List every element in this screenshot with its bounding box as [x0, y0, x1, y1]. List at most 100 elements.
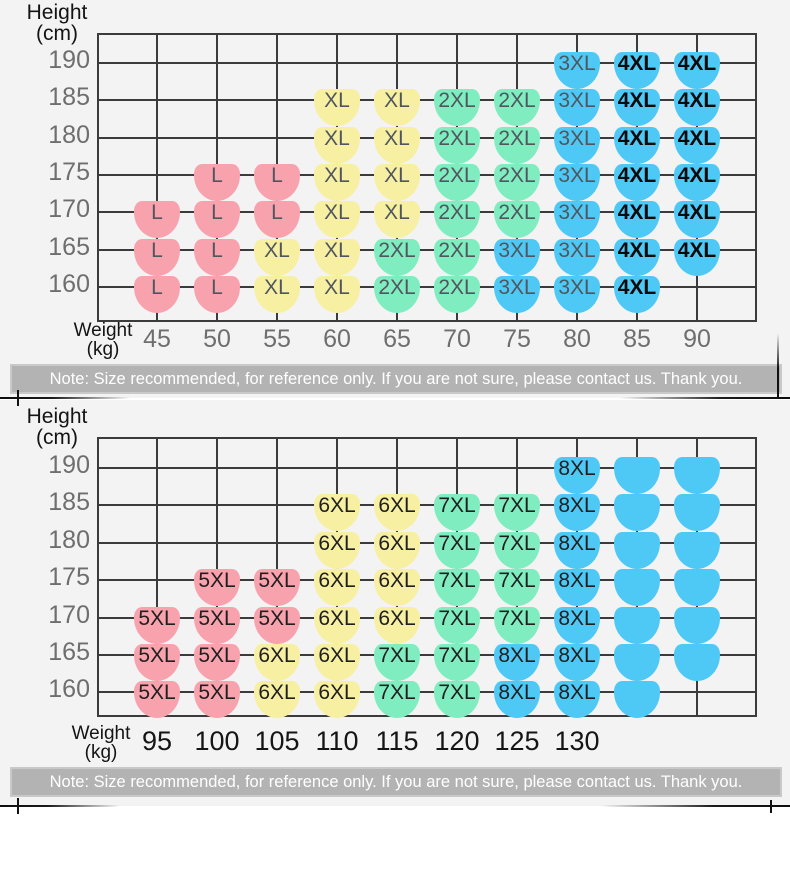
y-tick-label: 180	[48, 525, 90, 554]
x-tick-label: 105	[254, 726, 300, 756]
y-axis-title-line1: Height	[26, 405, 88, 428]
size-badge-6XL: 6XL	[314, 681, 360, 719]
size-badge-2XL: 2XL	[434, 126, 480, 164]
size-badge-8XL: 8XL	[554, 531, 600, 569]
size-badge-2XL: 2XL	[434, 163, 480, 201]
size-badge-5XL: 5XL	[254, 606, 300, 644]
size-badge-8XL: 8XL	[554, 569, 600, 607]
x-tick-label: 90	[683, 325, 711, 353]
x-axis-title: Weight (kg)	[62, 724, 140, 762]
size-badge-7XL: 7XL	[494, 531, 540, 569]
x-tick-label: 80	[563, 325, 591, 353]
size-badge-3XL: 3XL	[554, 275, 600, 313]
grid-line-horizontal	[99, 691, 755, 694]
grid-line-horizontal	[99, 99, 755, 102]
x-tick-label: 50	[203, 325, 231, 353]
x-axis-title-line2: (kg)	[84, 742, 118, 763]
size-badge-2XL: 2XL	[434, 275, 480, 313]
size-badge-4XL: 4XL	[614, 201, 660, 239]
size-badge-5XL: 5XL	[194, 606, 240, 644]
grid-line-horizontal	[99, 211, 755, 214]
size-badge-8XL: 8XL	[494, 681, 540, 719]
x-tick-label: 60	[323, 325, 351, 353]
size-badge-8XL: 8XL	[554, 494, 600, 532]
size-badge-2XL: 2XL	[494, 89, 540, 127]
size-badge-4XL: 4XL	[614, 52, 660, 89]
size-badge-2XL: 2XL	[494, 163, 540, 201]
size-badge-4XL: 4XL	[674, 163, 720, 201]
size-badge-XL: XL	[254, 238, 300, 276]
y-tick-label: 185	[48, 488, 90, 517]
x-tick-label: 70	[443, 325, 471, 353]
size-badge-8XL: 8XL	[554, 606, 600, 644]
x-axis-title-line2: (kg)	[86, 339, 120, 360]
size-badge-L: L	[194, 201, 240, 239]
y-tick-label: 175	[48, 157, 90, 186]
size-badge-XL: XL	[314, 126, 360, 164]
grid-line-horizontal	[99, 173, 755, 176]
photo-edge-mark	[770, 800, 772, 813]
size-badge-4XL: 4XL	[614, 238, 660, 276]
size-badge-blank	[614, 644, 660, 681]
size-badge-XL: XL	[374, 201, 420, 239]
y-tick-label: 165	[48, 638, 90, 666]
size-grid-top: 3XL 4XL 4XL XL XL 2XL 2XL 3XL 4XL 4XL XL XL 2XL 2XL 3X…	[97, 33, 757, 322]
size-badge-6XL: 6XL	[254, 681, 300, 719]
x-tick-label: 75	[503, 325, 531, 353]
size-badge-6XL: 6XL	[254, 644, 300, 681]
y-tick-label: 160	[48, 675, 90, 704]
size-badge-XL: XL	[314, 89, 360, 127]
size-badge-L: L	[134, 201, 180, 239]
size-badge-4XL: 4XL	[614, 163, 660, 201]
size-badge-7XL: 7XL	[434, 494, 480, 532]
grid-line-vertical	[156, 35, 158, 320]
size-badge-5XL: 5XL	[134, 681, 180, 719]
size-badge-7XL: 7XL	[494, 606, 540, 644]
size-badge-XL: XL	[314, 163, 360, 201]
grid-line-horizontal	[99, 541, 755, 544]
grid-line-horizontal	[99, 579, 755, 582]
grid-line-horizontal	[99, 248, 755, 251]
x-tick-label: 110	[315, 726, 359, 756]
size-badge-4XL: 4XL	[614, 126, 660, 164]
size-badge-blank	[614, 457, 660, 494]
size-badge-XL: XL	[374, 163, 420, 201]
size-badge-L: L	[254, 201, 300, 239]
grid-line-horizontal	[99, 136, 755, 139]
size-badge-2XL: 2XL	[374, 238, 420, 276]
note-banner: Note: Size recommended, for reference on…	[10, 364, 782, 394]
grid-line-horizontal	[99, 504, 755, 507]
size-badge-L: L	[134, 238, 180, 276]
y-tick-label: 190	[48, 46, 90, 74]
size-badge-6XL: 6XL	[314, 494, 360, 532]
x-tick-label: 45	[143, 325, 171, 353]
x-tick-label: 125	[494, 726, 540, 756]
grid-line-horizontal	[99, 616, 755, 619]
size-badge-6XL: 6XL	[314, 644, 360, 681]
x-tick-label: 95	[141, 726, 173, 756]
size-badge-2XL: 2XL	[374, 275, 420, 313]
x-tick-label: 100	[194, 726, 240, 756]
size-badge-blank	[614, 606, 660, 644]
note-banner: Note: Size recommended, for reference on…	[10, 767, 782, 797]
photo-edge-mark	[0, 805, 120, 807]
size-badge-7XL: 7XL	[434, 531, 480, 569]
y-axis-title-line2: (cm)	[36, 426, 78, 449]
size-badge-4XL: 4XL	[674, 126, 720, 164]
size-badge-L: L	[194, 163, 240, 201]
size-badge-7XL: 7XL	[494, 569, 540, 607]
size-badge-7XL: 7XL	[434, 681, 480, 719]
size-grid-bottom: 8XL 6XL 6XL 7XL 7XL 8XL 6XL 6XL 7XL 7XL 8XL 5XL 5XL 6…	[97, 437, 757, 719]
size-badge-5XL: 5XL	[134, 606, 180, 644]
size-badge-6XL: 6XL	[314, 531, 360, 569]
size-badge-4XL: 4XL	[614, 89, 660, 127]
size-badge-6XL: 6XL	[374, 606, 420, 644]
photo-edge-mark	[620, 397, 790, 399]
size-badge-7XL: 7XL	[434, 569, 480, 607]
grid-line-horizontal	[99, 654, 755, 656]
size-badge-XL: XL	[314, 275, 360, 313]
size-badge-8XL: 8XL	[554, 644, 600, 681]
size-badge-3XL: 3XL	[554, 201, 600, 239]
size-badge-blank	[674, 531, 720, 569]
y-tick-label: 165	[48, 232, 90, 261]
